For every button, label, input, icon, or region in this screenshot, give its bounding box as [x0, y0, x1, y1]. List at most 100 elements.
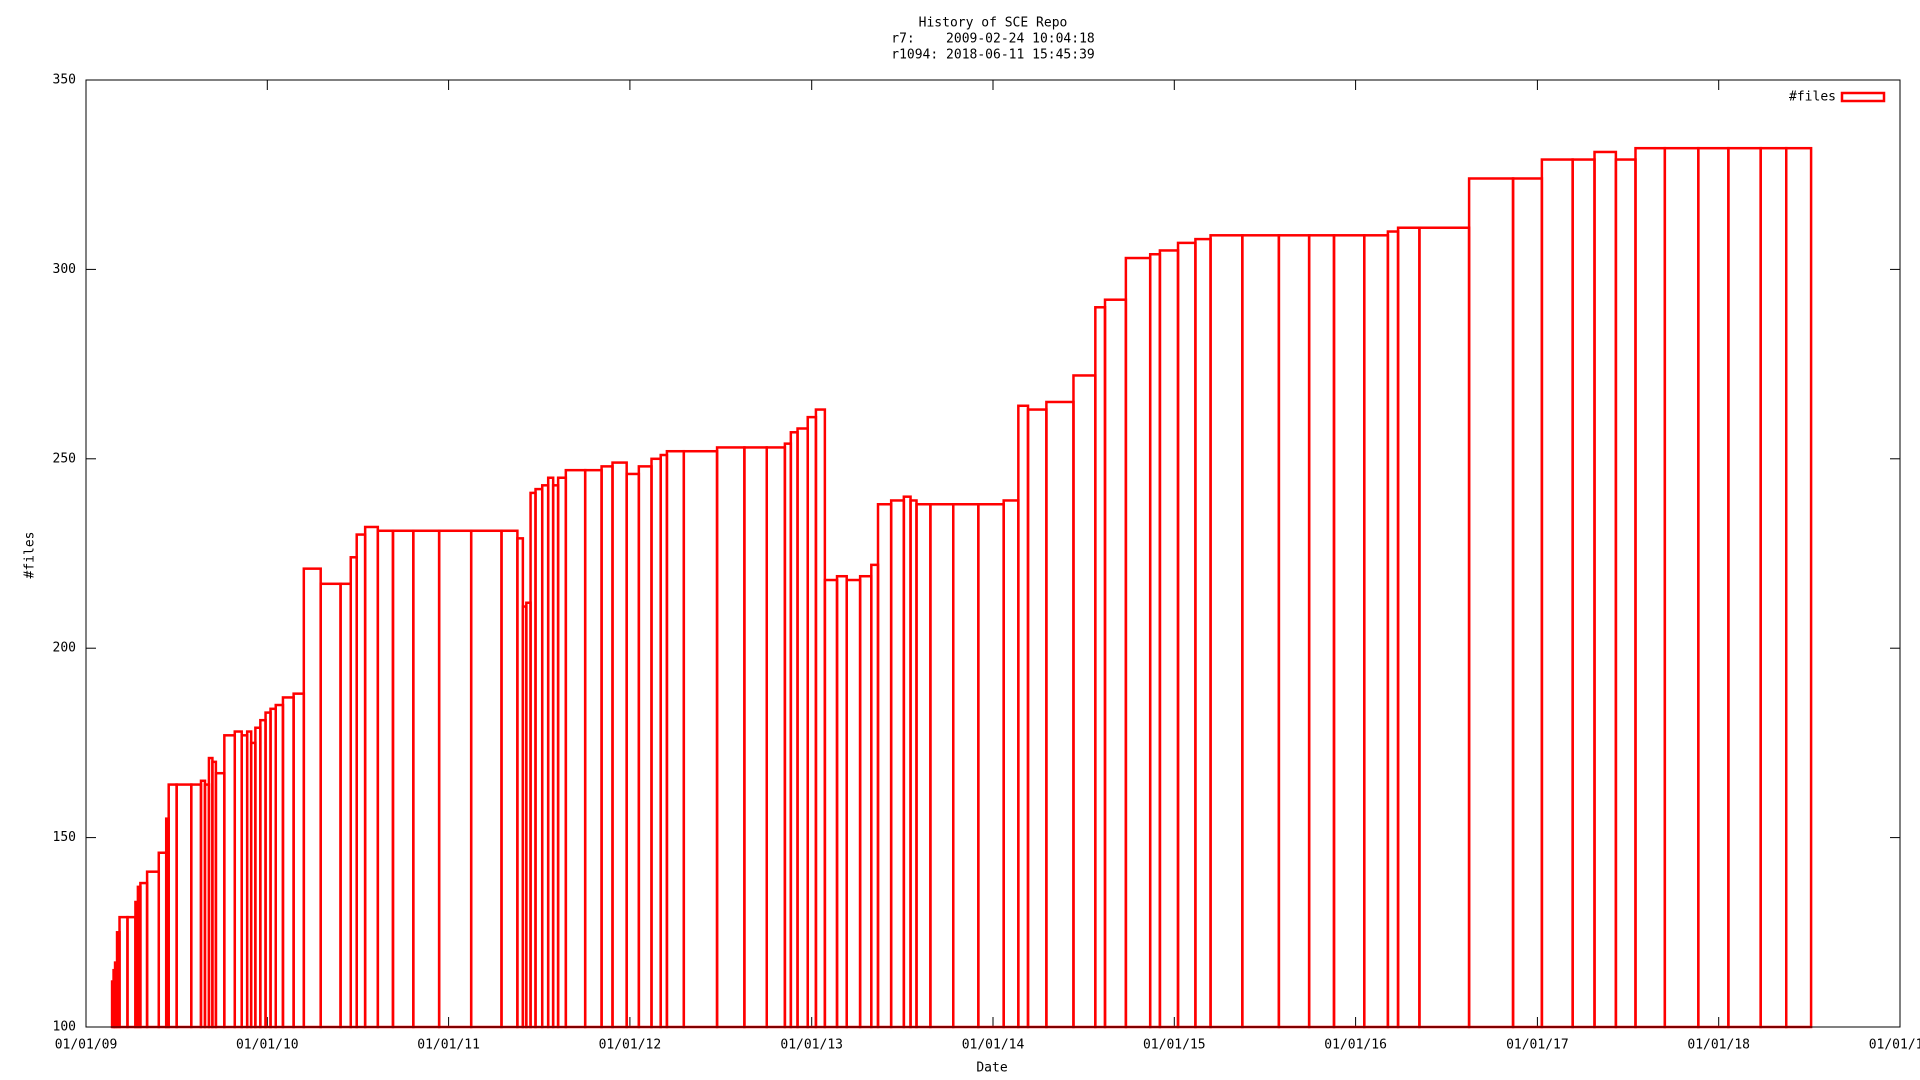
- bar: [1697, 146, 1730, 1029]
- bar: [1511, 177, 1544, 1029]
- bar: [1540, 158, 1574, 1029]
- bar: [929, 503, 955, 1029]
- bar: [500, 529, 519, 1029]
- bar: [339, 582, 352, 1029]
- bar: [889, 499, 906, 1029]
- bar: [665, 449, 686, 1029]
- chart-subtitle: r7: 2009-02-24 10:04:18: [891, 32, 1095, 47]
- x-tick-label: 01/01/10: [236, 1038, 299, 1053]
- bar: [1418, 226, 1471, 1029]
- bar: [412, 529, 441, 1029]
- bar: [845, 578, 862, 1029]
- legend-swatch: [1840, 91, 1886, 103]
- bar: [1396, 226, 1421, 1029]
- bar: [1593, 150, 1618, 1029]
- bar: [743, 446, 768, 1029]
- chart-subtitle: r1094: 2018-06-11 15:45:39: [891, 48, 1095, 63]
- bar: [583, 468, 603, 1029]
- bar: [765, 446, 787, 1029]
- bar: [1158, 249, 1180, 1029]
- bar: [437, 529, 473, 1029]
- bar: [292, 692, 306, 1029]
- y-tick-label: 300: [53, 262, 76, 277]
- bar: [823, 578, 839, 1029]
- x-tick-label: 01/01/11: [417, 1038, 480, 1053]
- x-tick-label: 01/01/19: [1869, 1038, 1920, 1053]
- bar: [858, 574, 873, 1029]
- bar: [1045, 400, 1075, 1029]
- bar: [391, 529, 415, 1029]
- bar: [637, 465, 653, 1029]
- legend-label: #files: [1789, 90, 1836, 105]
- bar: [650, 457, 662, 1029]
- x-tick-label: 01/01/13: [780, 1038, 843, 1053]
- bar: [1277, 234, 1311, 1029]
- bar: [319, 582, 342, 1029]
- bar: [302, 567, 322, 1029]
- y-tick-label: 100: [53, 1020, 76, 1035]
- bar: [1194, 237, 1212, 1029]
- bar: [190, 783, 203, 1029]
- bar: [214, 771, 226, 1029]
- bar: [796, 427, 809, 1029]
- bar: [376, 529, 395, 1029]
- bar: [355, 533, 367, 1029]
- bar: [1209, 234, 1244, 1029]
- bar: [1727, 146, 1762, 1029]
- bar: [1785, 146, 1813, 1029]
- x-tick-label: 01/01/17: [1506, 1038, 1569, 1053]
- x-tick-label: 01/01/14: [962, 1038, 1025, 1053]
- bar: [715, 446, 746, 1029]
- bar: [1571, 158, 1596, 1029]
- bar: [1241, 234, 1281, 1029]
- bar: [1072, 374, 1097, 1029]
- bar: [952, 503, 980, 1029]
- bar: [469, 529, 503, 1029]
- x-tick-label: 01/01/12: [599, 1038, 662, 1053]
- bar: [1002, 499, 1020, 1029]
- bar: [1386, 230, 1400, 1029]
- bar: [1363, 234, 1390, 1029]
- bar: [1307, 234, 1336, 1029]
- bar: [1663, 146, 1700, 1029]
- x-tick-label: 01/01/18: [1687, 1038, 1750, 1053]
- bar: [281, 696, 295, 1029]
- bar: [1026, 408, 1048, 1029]
- bar: [223, 734, 237, 1029]
- x-axis-title: Date: [976, 1061, 1007, 1076]
- y-tick-label: 150: [53, 830, 76, 845]
- bar: [175, 783, 193, 1029]
- bar: [600, 465, 614, 1029]
- bar: [835, 574, 848, 1029]
- y-tick-label: 250: [53, 451, 76, 466]
- bar: [876, 503, 893, 1029]
- bar: [145, 870, 161, 1029]
- bar: [1634, 146, 1667, 1029]
- x-tick-label: 01/01/16: [1324, 1038, 1387, 1053]
- bar: [625, 472, 641, 1029]
- bar: [915, 503, 932, 1029]
- bar: [1148, 252, 1162, 1029]
- bar: [1094, 306, 1107, 1029]
- bar: [1017, 404, 1030, 1029]
- bar: [814, 408, 827, 1029]
- chart-title: History of SCE Repo: [919, 16, 1068, 31]
- bar: [611, 461, 628, 1029]
- y-tick-label: 200: [53, 641, 76, 656]
- x-tick-label: 01/01/09: [55, 1038, 118, 1053]
- bar: [1759, 146, 1788, 1029]
- bar: [363, 525, 380, 1029]
- bar: [564, 468, 587, 1029]
- y-tick-label: 350: [53, 73, 76, 88]
- plot-frame: [85, 79, 1901, 1028]
- bar: [1332, 234, 1366, 1029]
- bar: [1467, 177, 1515, 1029]
- bar: [1124, 256, 1152, 1029]
- bar: [682, 449, 719, 1029]
- x-tick-label: 01/01/15: [1143, 1038, 1206, 1053]
- bar: [1103, 298, 1128, 1029]
- bar: [1176, 241, 1197, 1029]
- bar: [977, 503, 1005, 1029]
